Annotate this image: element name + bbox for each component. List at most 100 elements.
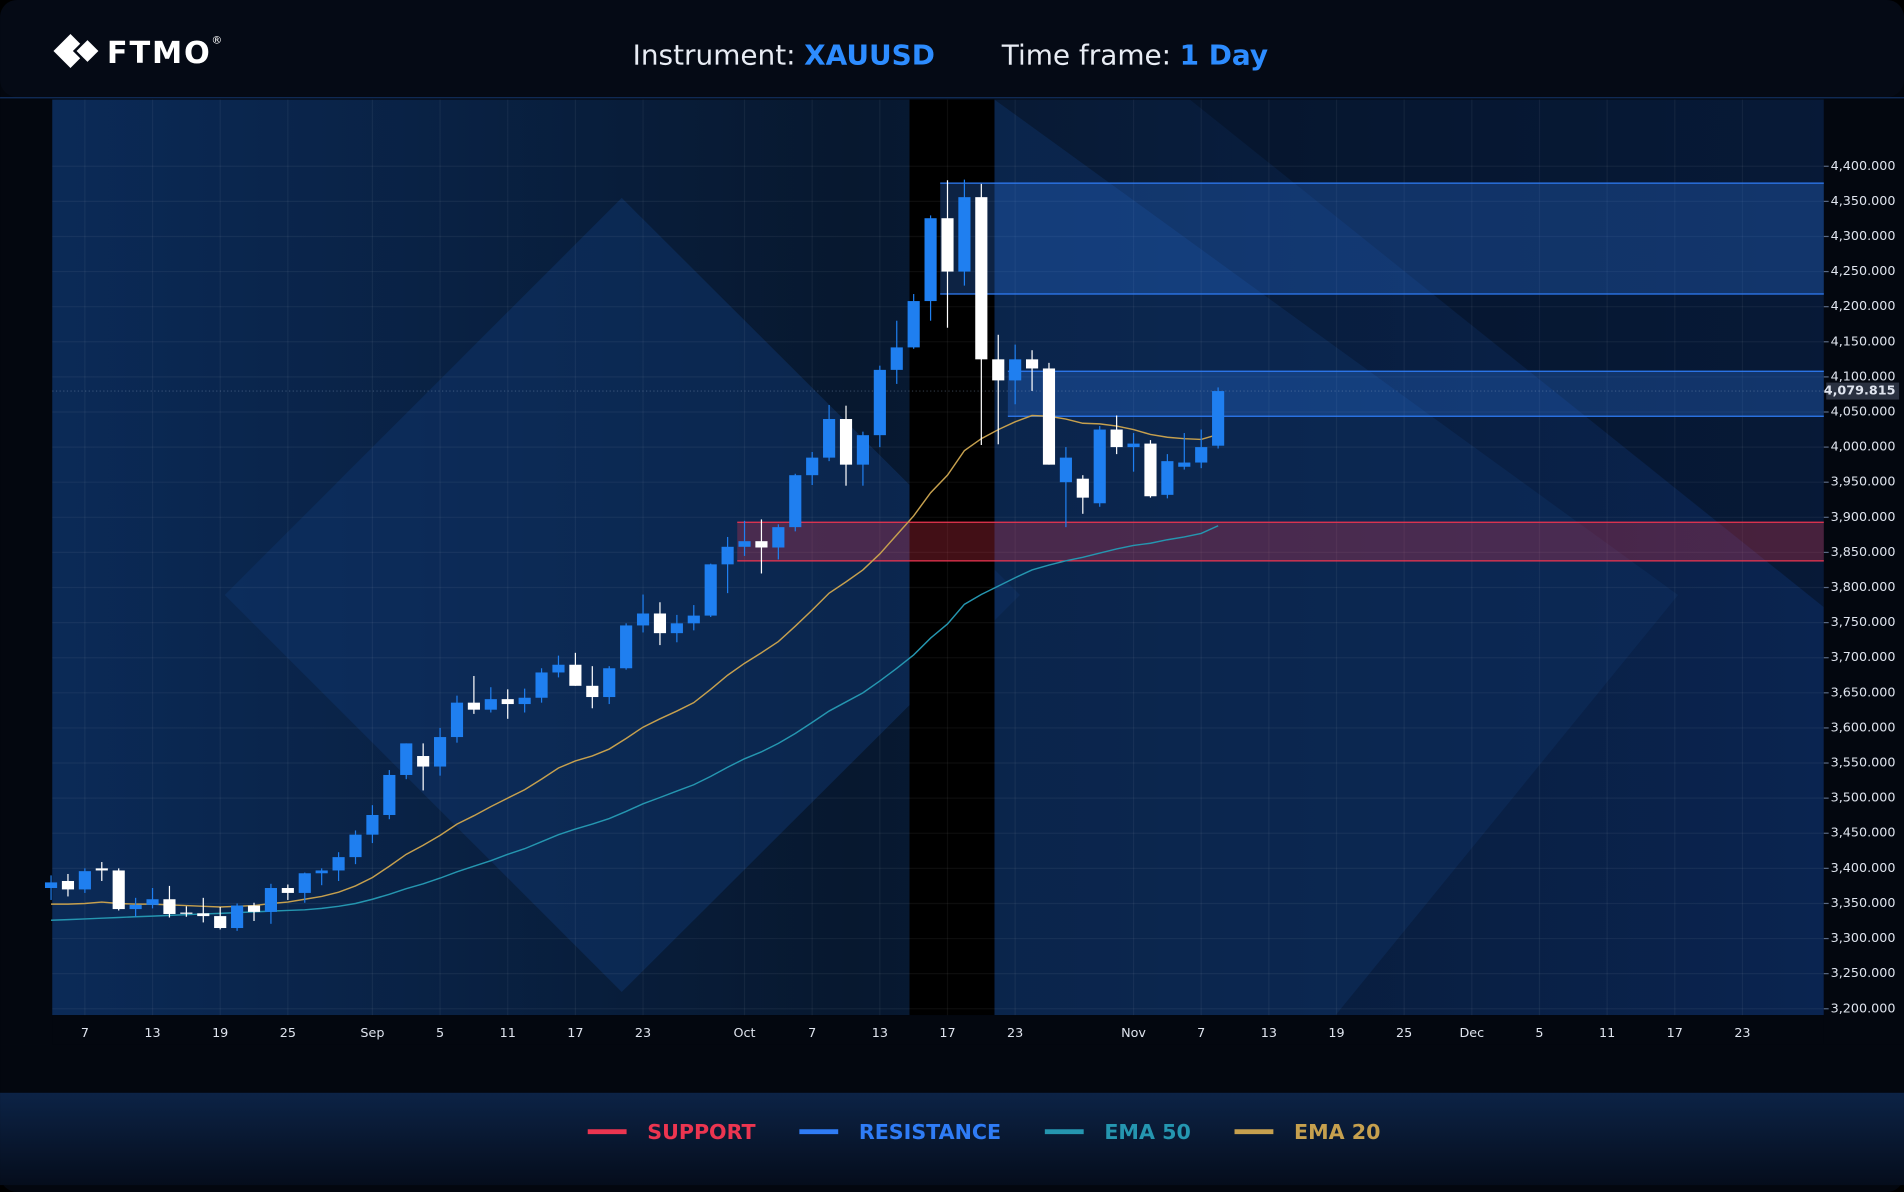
x-tick-label: 17 xyxy=(939,1026,955,1041)
y-tick-label: 4,250.000 xyxy=(1831,264,1896,279)
x-tick-label: 11 xyxy=(500,1026,516,1041)
candle-body xyxy=(806,457,819,476)
y-tick-label: 3,450.000 xyxy=(1831,826,1896,841)
candle-body xyxy=(95,868,108,871)
candle-body xyxy=(620,625,633,669)
ema-line xyxy=(51,414,1219,908)
zone xyxy=(940,183,1824,295)
y-axis-area xyxy=(1823,99,1904,1045)
candle-body xyxy=(112,870,125,910)
timeframe-value: 1 Day xyxy=(1180,38,1268,71)
zone xyxy=(1007,371,1824,417)
x-tick-label: Oct xyxy=(734,1026,756,1041)
logo-icon xyxy=(53,33,81,68)
y-tick-label: 4,400.000 xyxy=(1831,159,1896,174)
candle-body xyxy=(1009,359,1022,381)
y-tick-label: 3,500.000 xyxy=(1831,791,1896,806)
candle-body xyxy=(298,873,311,893)
timeframe-label: Time frame: xyxy=(1001,38,1171,71)
x-tick-label: 23 xyxy=(635,1026,651,1041)
logo-mark: ® xyxy=(211,34,222,47)
zones xyxy=(737,182,1824,562)
candle-body xyxy=(129,904,142,910)
y-tick-label: 4,000.000 xyxy=(1831,440,1896,455)
candle-body xyxy=(755,541,768,548)
candle-body xyxy=(789,475,802,528)
candle-body xyxy=(434,737,447,767)
candle-body xyxy=(958,197,971,272)
candle-body xyxy=(890,347,903,370)
candle-body xyxy=(281,888,294,893)
candle-body xyxy=(417,756,430,767)
candle-body xyxy=(383,774,396,815)
logo-text: FTMO xyxy=(107,36,212,71)
y-tick-label: 4,150.000 xyxy=(1831,334,1896,349)
legend-label: EMA 50 xyxy=(1104,1120,1190,1144)
x-tick-label: 5 xyxy=(436,1026,444,1041)
x-tick-label: 7 xyxy=(1197,1026,1205,1041)
grid xyxy=(52,99,1824,1016)
x-tick-label: 5 xyxy=(1535,1026,1543,1041)
x-tick-label: 19 xyxy=(1328,1026,1344,1041)
candle-body xyxy=(721,546,734,565)
candle-body xyxy=(78,871,91,890)
ema-line xyxy=(51,525,1219,921)
candle-body xyxy=(501,699,514,705)
x-tick-label: 11 xyxy=(1599,1026,1615,1041)
instrument-value: XAUUSD xyxy=(804,38,935,71)
y-tick-label: 3,400.000 xyxy=(1831,861,1896,876)
candle-body xyxy=(163,899,176,914)
candle-body xyxy=(1076,478,1089,498)
x-tick-label: Nov xyxy=(1121,1026,1146,1041)
candle-body xyxy=(823,419,836,458)
x-tick-label: 25 xyxy=(1396,1026,1412,1041)
x-tick-label: 13 xyxy=(1261,1026,1277,1041)
x-tick-label: 23 xyxy=(1007,1026,1023,1041)
candle-body xyxy=(924,218,937,302)
candle-body xyxy=(1178,462,1191,467)
x-tick-label: 23 xyxy=(1734,1026,1750,1041)
y-tick-label: 3,200.000 xyxy=(1831,1001,1896,1016)
y-tick-label: 3,950.000 xyxy=(1831,475,1896,490)
timeframe: Time frame: 1 Day xyxy=(1001,38,1268,71)
candle-body xyxy=(687,615,700,624)
candle-body xyxy=(1127,443,1140,448)
instrument-label: Instrument: xyxy=(633,38,796,71)
candle-body xyxy=(1093,429,1106,504)
candle-body xyxy=(349,834,362,858)
legend: SUPPORT RESISTANCE EMA 50 EMA 20 xyxy=(587,1120,1380,1144)
candles xyxy=(44,179,1225,931)
zone xyxy=(737,522,1824,561)
x-tick-label: Sep xyxy=(360,1026,384,1041)
instrument: Instrument: XAUUSD xyxy=(633,38,935,71)
candle-body xyxy=(738,541,751,547)
y-tick-label: 4,350.000 xyxy=(1831,194,1896,209)
y-tick-label: 3,550.000 xyxy=(1831,756,1896,771)
candle-body xyxy=(535,672,548,698)
candle-body xyxy=(907,301,920,348)
y-tick-label: 3,250.000 xyxy=(1831,966,1896,981)
candle-body xyxy=(1025,359,1039,369)
candle-body xyxy=(975,197,988,360)
ema-lines xyxy=(51,390,1824,921)
candle-body xyxy=(569,664,582,686)
y-tick-label: 4,100.000 xyxy=(1831,369,1896,384)
candle-body xyxy=(1161,461,1174,495)
y-tick-label: 3,300.000 xyxy=(1831,931,1896,946)
y-tick-label: 4,050.000 xyxy=(1831,404,1896,419)
candle-body xyxy=(704,564,717,616)
y-tick-label: 3,350.000 xyxy=(1831,896,1896,911)
candle-body xyxy=(670,623,683,634)
x-tick-label: 13 xyxy=(872,1026,888,1041)
y-tick-label: 3,800.000 xyxy=(1831,580,1896,595)
candle-body xyxy=(366,814,379,835)
candle-body xyxy=(146,899,159,905)
candle-body xyxy=(450,702,464,738)
candle-body xyxy=(214,916,227,929)
y-tick-label: 3,600.000 xyxy=(1831,720,1896,735)
last-price-label: 4,079.815 xyxy=(1824,384,1896,399)
legend-bar xyxy=(0,1092,1904,1186)
logo: FTMO ® xyxy=(53,34,222,71)
legend-label: EMA 20 xyxy=(1294,1120,1380,1144)
